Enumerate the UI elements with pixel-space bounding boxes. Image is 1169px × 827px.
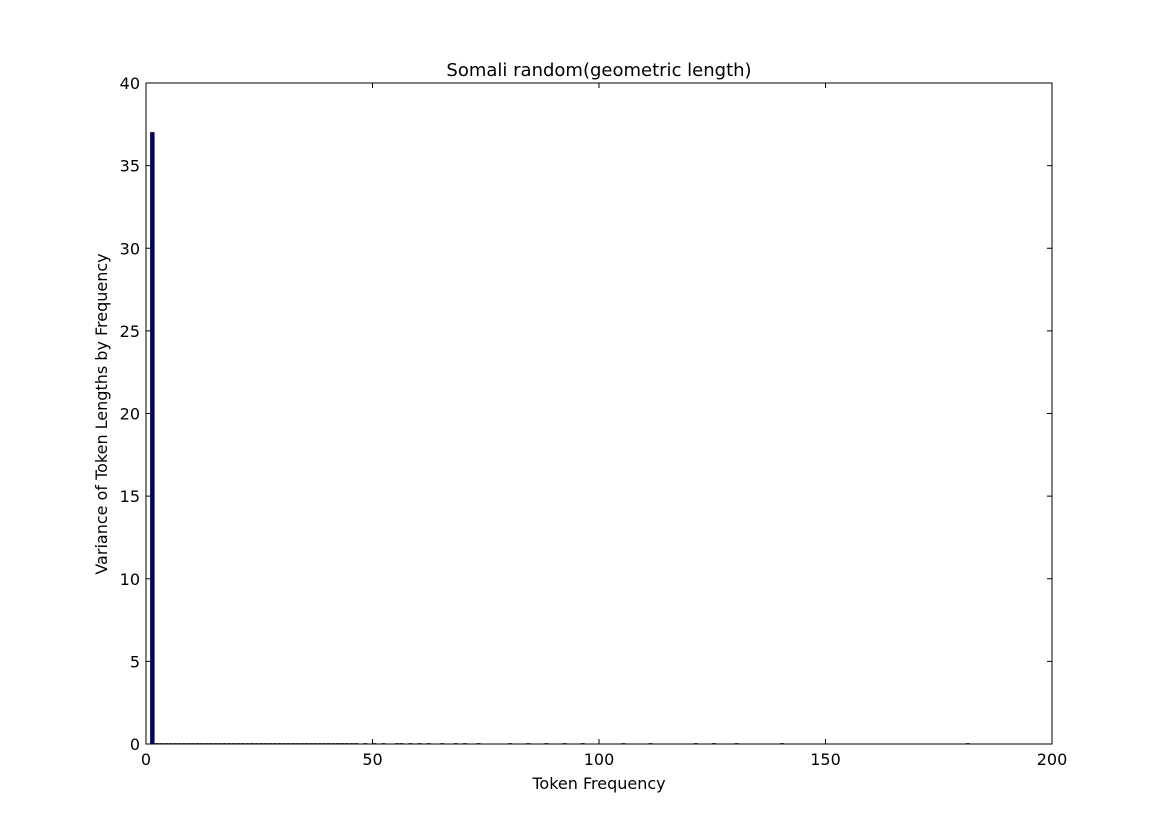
y-tick-label: 25 bbox=[120, 322, 140, 341]
y-tick-label: 10 bbox=[120, 570, 140, 589]
bar bbox=[150, 132, 155, 745]
y-tick-label: 30 bbox=[120, 239, 140, 258]
x-axis-ticks: 0 50 100 150 200 bbox=[141, 83, 1067, 769]
x-tick-label: 200 bbox=[1037, 750, 1068, 769]
x-axis-label: Token Frequency bbox=[531, 774, 665, 793]
x-tick-label: 150 bbox=[810, 750, 841, 769]
y-axis-label: Variance of Token Lengths by Frequency bbox=[92, 253, 111, 574]
y-tick-label: 15 bbox=[120, 487, 140, 506]
y-tick-label: 20 bbox=[120, 405, 140, 424]
chart-title: Somali random(geometric length) bbox=[446, 60, 751, 81]
y-axis-ticks: 0 5 10 15 20 25 30 35 40 bbox=[120, 74, 1052, 754]
y-tick-label: 5 bbox=[130, 652, 140, 671]
x-tick-label: 50 bbox=[362, 750, 382, 769]
y-tick-label: 35 bbox=[120, 157, 140, 176]
y-tick-label: 40 bbox=[120, 74, 140, 93]
x-tick-label: 100 bbox=[584, 750, 615, 769]
x-tick-label: 0 bbox=[141, 750, 151, 769]
y-tick-label: 0 bbox=[130, 735, 140, 754]
